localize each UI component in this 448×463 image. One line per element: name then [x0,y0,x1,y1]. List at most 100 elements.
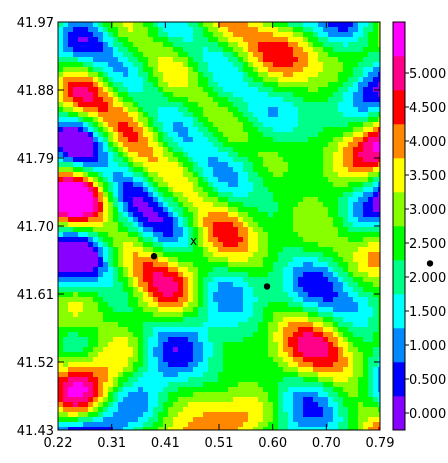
contour-cell [208,207,214,213]
contour-cell [238,37,244,43]
contour-cell [208,212,214,218]
contour-cell [333,327,339,333]
contour-cell [168,372,174,378]
contour-cell [213,77,219,83]
contour-cell [193,122,199,128]
contour-cell [338,147,344,153]
contour-cell [223,367,229,373]
contour-cell [68,272,74,278]
contour-cell [363,327,369,333]
contour-cell [93,87,99,93]
contour-cell [293,392,299,398]
contour-cell [293,237,299,243]
contour-cell [188,77,194,83]
contour-cell [298,252,304,258]
contour-cell [233,352,239,358]
contour-cell [108,117,114,123]
contour-cell [308,262,314,268]
contour-cell [198,82,204,88]
contour-cell [93,227,99,233]
contour-cell [133,327,139,333]
contour-cell [88,142,94,148]
contour-cell [93,352,99,358]
contour-cell [168,82,174,88]
contour-cell [138,282,144,288]
contour-cell [158,252,164,258]
contour-cell [313,202,319,208]
contour-cell [73,242,79,248]
contour-cell [128,357,134,363]
contour-cell [313,37,319,43]
contour-cell [368,62,374,68]
contour-cell [173,237,179,243]
contour-cell [63,27,69,33]
contour-cell [323,387,329,393]
contour-cell [378,52,381,58]
contour-cell [363,337,369,343]
contour-cell [138,107,144,113]
contour-cell [228,357,234,363]
contour-cell [148,262,154,268]
contour-cell [248,357,254,363]
contour-cell [68,277,74,283]
contour-cell [218,167,224,173]
contour-cell [88,57,94,63]
contour-cell [218,287,224,293]
contour-cell [203,162,209,168]
contour-cell [283,322,289,328]
contour-cell [163,172,169,178]
contour-cell [218,212,224,218]
contour-cell [308,217,314,223]
contour-cell [103,302,109,308]
contour-cell [118,177,124,183]
contour-cell [228,157,234,163]
contour-cell [278,82,284,88]
contour-cell [153,367,159,373]
contour-cell [368,227,374,233]
contour-cell [253,342,259,348]
contour-cell [58,312,64,318]
contour-cell [288,257,294,263]
contour-cell [68,62,74,68]
contour-cell [338,32,344,38]
contour-cell [133,382,139,388]
contour-cell [133,27,139,33]
contour-cell [293,232,299,238]
contour-cell [223,152,229,158]
contour-cell [308,242,314,248]
contour-cell [63,247,69,253]
contour-cell [363,287,369,293]
contour-cell [238,367,244,373]
contour-cell [63,57,69,63]
contour-cell [228,297,234,303]
contour-cell [163,87,169,93]
contour-cell [313,172,319,178]
contour-cell [178,192,184,198]
contour-cell [348,197,354,203]
contour-cell [308,87,314,93]
contour-cell [78,222,84,228]
contour-cell [328,282,334,288]
contour-cell [128,62,134,68]
contour-cell [148,62,154,68]
contour-cell [73,272,79,278]
contour-cell [198,137,204,143]
contour-cell [118,127,124,133]
contour-cell [348,377,354,383]
contour-cell [163,272,169,278]
contour-cell [133,267,139,273]
contour-cell [243,177,249,183]
contour-cell [278,352,284,358]
contour-cell [68,57,74,63]
contour-cell [298,297,304,303]
contour-cell [58,342,64,348]
contour-cell [233,172,239,178]
contour-cell [183,42,189,48]
contour-cell [338,167,344,173]
contour-cell [58,227,64,233]
contour-cell [253,72,259,78]
contour-cell [368,382,374,388]
contour-cell [338,87,344,93]
contour-cell [223,37,229,43]
contour-cell [318,242,324,248]
